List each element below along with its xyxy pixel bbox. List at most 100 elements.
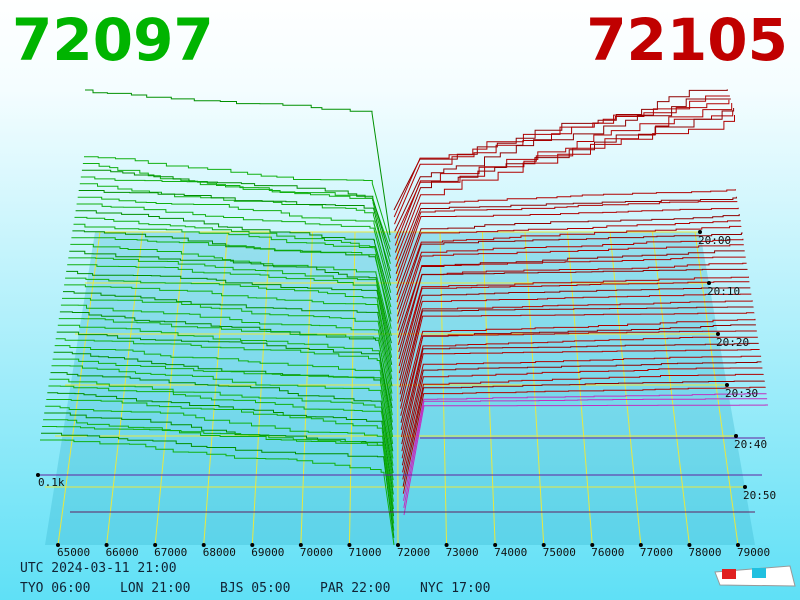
price-label: 73000 — [446, 546, 479, 559]
ask-price: 72105 — [586, 6, 788, 74]
axis-dot — [201, 543, 206, 547]
axis-dot — [736, 543, 740, 547]
ask-line — [401, 342, 759, 445]
bid-line — [81, 169, 391, 257]
zone-time: PAR 22:00 — [320, 581, 390, 596]
ask-line — [400, 312, 755, 409]
time-label: 20:50 — [743, 489, 776, 502]
zone-time: BJS 05:00 — [220, 581, 290, 596]
bid-line — [42, 426, 395, 531]
price-label: 75000 — [543, 546, 576, 559]
price-label: 66000 — [106, 546, 139, 559]
ask-line — [394, 98, 731, 232]
bid-line — [82, 163, 391, 250]
grid-line — [482, 231, 496, 546]
bid-line — [41, 432, 395, 538]
bid-line — [77, 196, 392, 286]
ask-line — [394, 110, 734, 246]
price-label: 70000 — [300, 546, 333, 559]
bid-line — [47, 392, 394, 495]
utc-time: UTC 2024-03-11 21:00 — [20, 561, 177, 576]
bid-line — [76, 203, 392, 293]
ask-line — [402, 373, 764, 480]
time-label: 20:40 — [734, 438, 767, 451]
zone-time: NYC 17:00 — [420, 581, 490, 596]
ask-line — [400, 318, 756, 416]
bid-line — [69, 250, 392, 344]
ask-line — [402, 380, 765, 487]
price-label: 69000 — [251, 546, 284, 559]
ask-line — [398, 281, 750, 374]
bid-line — [50, 372, 394, 473]
axis-dot — [638, 543, 643, 547]
depth-lines — [40, 89, 768, 546]
ask-line — [396, 207, 739, 289]
ask-line — [395, 189, 736, 267]
ask-line — [399, 306, 754, 402]
ask-line — [397, 250, 745, 338]
bid-price: 72097 — [12, 6, 214, 74]
bid-line — [67, 264, 393, 358]
bid-line — [63, 291, 393, 387]
bid-line — [40, 439, 395, 546]
bid-line — [78, 190, 392, 279]
axis-dot — [493, 543, 498, 547]
axis-dot — [444, 543, 449, 547]
bid-line — [58, 318, 393, 416]
bid-line — [51, 365, 394, 466]
bid-line — [62, 297, 393, 394]
axis-dot — [707, 281, 711, 285]
zone-time: TYO 06:00 — [20, 581, 90, 596]
bid-line — [64, 284, 393, 380]
ask-line — [398, 262, 747, 353]
ask-line — [394, 108, 735, 253]
bid-line — [60, 304, 393, 401]
axis-dot — [716, 332, 720, 336]
bid-line — [80, 176, 391, 264]
axis-dot — [590, 543, 595, 547]
price-label: 74000 — [494, 546, 527, 559]
axis-dot — [250, 543, 255, 547]
bid-line — [46, 399, 394, 502]
bid-line — [45, 405, 394, 510]
price-label: 65000 — [57, 546, 90, 559]
ask-line — [397, 232, 743, 317]
ask-line — [396, 214, 740, 296]
grid-line — [300, 231, 313, 546]
price-label: 79000 — [737, 546, 770, 559]
ask-line — [394, 103, 733, 239]
ask-line — [399, 300, 753, 395]
bid-line — [56, 331, 393, 430]
zone-time: LON 21:00 — [120, 581, 190, 596]
price-label: 68000 — [203, 546, 236, 559]
axis-dot — [298, 543, 303, 547]
ask-line — [395, 201, 738, 282]
price-label: 67000 — [154, 546, 187, 559]
ask-line — [403, 404, 768, 516]
ask-line — [402, 367, 763, 473]
axis-dot — [541, 543, 546, 547]
grid-line — [567, 231, 593, 546]
bid-line — [70, 243, 392, 337]
bid-line — [73, 223, 392, 315]
depth-label: 0.1k — [38, 476, 65, 489]
axis-labels: 65000 66000 67000 68000 69000 70000 71000 72000… — [56, 230, 776, 559]
axis-dot — [734, 434, 738, 438]
ask-line — [400, 336, 758, 438]
grid-line — [57, 231, 101, 546]
price-label: 72000 — [397, 546, 430, 559]
ask-line — [401, 349, 760, 452]
bid-line — [44, 412, 395, 517]
bid-line — [84, 156, 391, 243]
axis-dot — [153, 543, 158, 547]
price-label: 71000 — [348, 546, 381, 559]
axis-dot — [743, 485, 747, 489]
ask-line — [400, 330, 757, 431]
bid-line — [54, 345, 394, 445]
axis-dot — [725, 383, 729, 387]
ask-line — [397, 238, 744, 324]
ask-line — [398, 268, 748, 360]
axis-dot — [347, 543, 352, 547]
ask-line — [395, 115, 735, 260]
time-label: 20:20 — [716, 336, 749, 349]
